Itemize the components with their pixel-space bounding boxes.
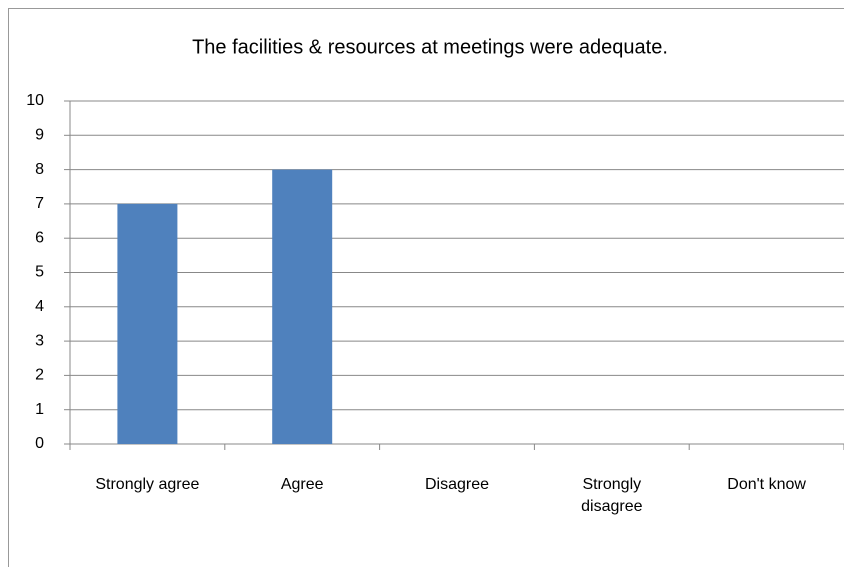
y-tick-label: 0	[35, 435, 44, 452]
x-tick-label: Agree	[280, 476, 324, 493]
x-tick-label: Disagree	[424, 476, 490, 493]
y-tick-label: 2	[35, 367, 44, 384]
x-tick-label: Strongly agree	[95, 476, 200, 493]
y-tick-label: 5	[35, 264, 44, 281]
y-tick-label: 7	[35, 195, 44, 212]
y-tick-label: 9	[35, 127, 44, 144]
x-tick-label: Strongly disagree	[581, 476, 643, 515]
y-tick-label: 4	[35, 298, 44, 315]
x-tick-label: Don't know	[727, 476, 806, 493]
y-tick-label: 3	[35, 332, 44, 349]
chart-border	[8, 8, 844, 567]
y-tick-label: 1	[35, 401, 44, 418]
bar	[272, 169, 333, 444]
y-tick-label: 8	[35, 161, 44, 178]
chart-title: The facilities & resources at meetings w…	[192, 36, 668, 58]
y-tick-label: 6	[35, 229, 44, 246]
bar	[117, 203, 178, 444]
y-tick-label: 10	[26, 92, 44, 109]
